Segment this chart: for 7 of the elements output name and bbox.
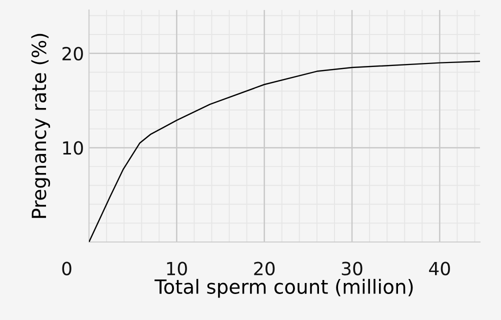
- x-axis-title: Total sperm count (million): [154, 278, 413, 298]
- y-axis-title: Pregnancy rate (%): [31, 34, 50, 218]
- x-tick-label: 20: [254, 262, 275, 276]
- x-tick-label: 40: [429, 262, 450, 276]
- text: 0: [62, 262, 72, 276]
- x-tick-label: 30: [342, 262, 362, 276]
- x-tick-label: 10: [167, 262, 187, 276]
